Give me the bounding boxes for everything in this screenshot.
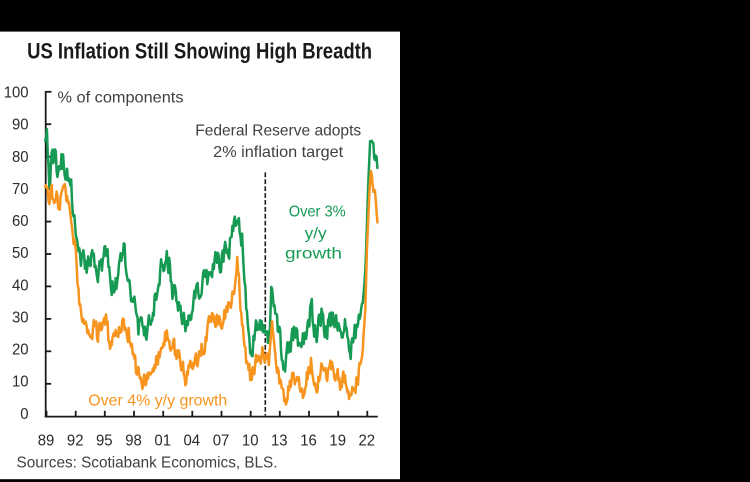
svg-text:10: 10: [242, 432, 259, 449]
svg-text:16: 16: [300, 432, 317, 449]
svg-text:Federal Reserve adopts: Federal Reserve adopts: [195, 122, 361, 139]
svg-text:70: 70: [12, 181, 29, 198]
svg-text:30: 30: [12, 309, 29, 326]
svg-text:01: 01: [154, 432, 171, 449]
svg-text:92: 92: [67, 432, 84, 449]
svg-text:98: 98: [125, 432, 142, 449]
svg-text:04: 04: [184, 432, 201, 449]
svg-text:95: 95: [96, 432, 113, 449]
svg-text:80: 80: [12, 149, 29, 166]
svg-text:13: 13: [271, 432, 288, 449]
svg-text:90: 90: [12, 117, 29, 134]
svg-text:50: 50: [12, 245, 29, 262]
svg-text:% of components: % of components: [58, 89, 184, 106]
svg-text:0: 0: [20, 406, 28, 423]
svg-text:growth: growth: [285, 246, 342, 263]
svg-text:20: 20: [12, 342, 29, 359]
svg-text:Sources: Scotiabank Economics,: Sources: Scotiabank Economics, BLS.: [17, 454, 278, 471]
svg-text:2% inflation target: 2% inflation target: [213, 144, 344, 161]
svg-text:60: 60: [12, 213, 29, 230]
svg-text:89: 89: [38, 432, 55, 449]
svg-text:US Inflation Still Showing Hig: US Inflation Still Showing High Breadth: [27, 39, 372, 64]
svg-text:22: 22: [359, 432, 376, 449]
svg-text:y/y: y/y: [305, 225, 327, 242]
svg-text:100: 100: [4, 85, 29, 102]
svg-text:10: 10: [12, 374, 29, 391]
svg-text:Over 4% y/y growth: Over 4% y/y growth: [88, 392, 227, 409]
svg-text:Over 3%: Over 3%: [289, 203, 346, 220]
svg-text:40: 40: [12, 277, 29, 294]
svg-text:07: 07: [213, 432, 230, 449]
svg-text:19: 19: [329, 432, 346, 449]
